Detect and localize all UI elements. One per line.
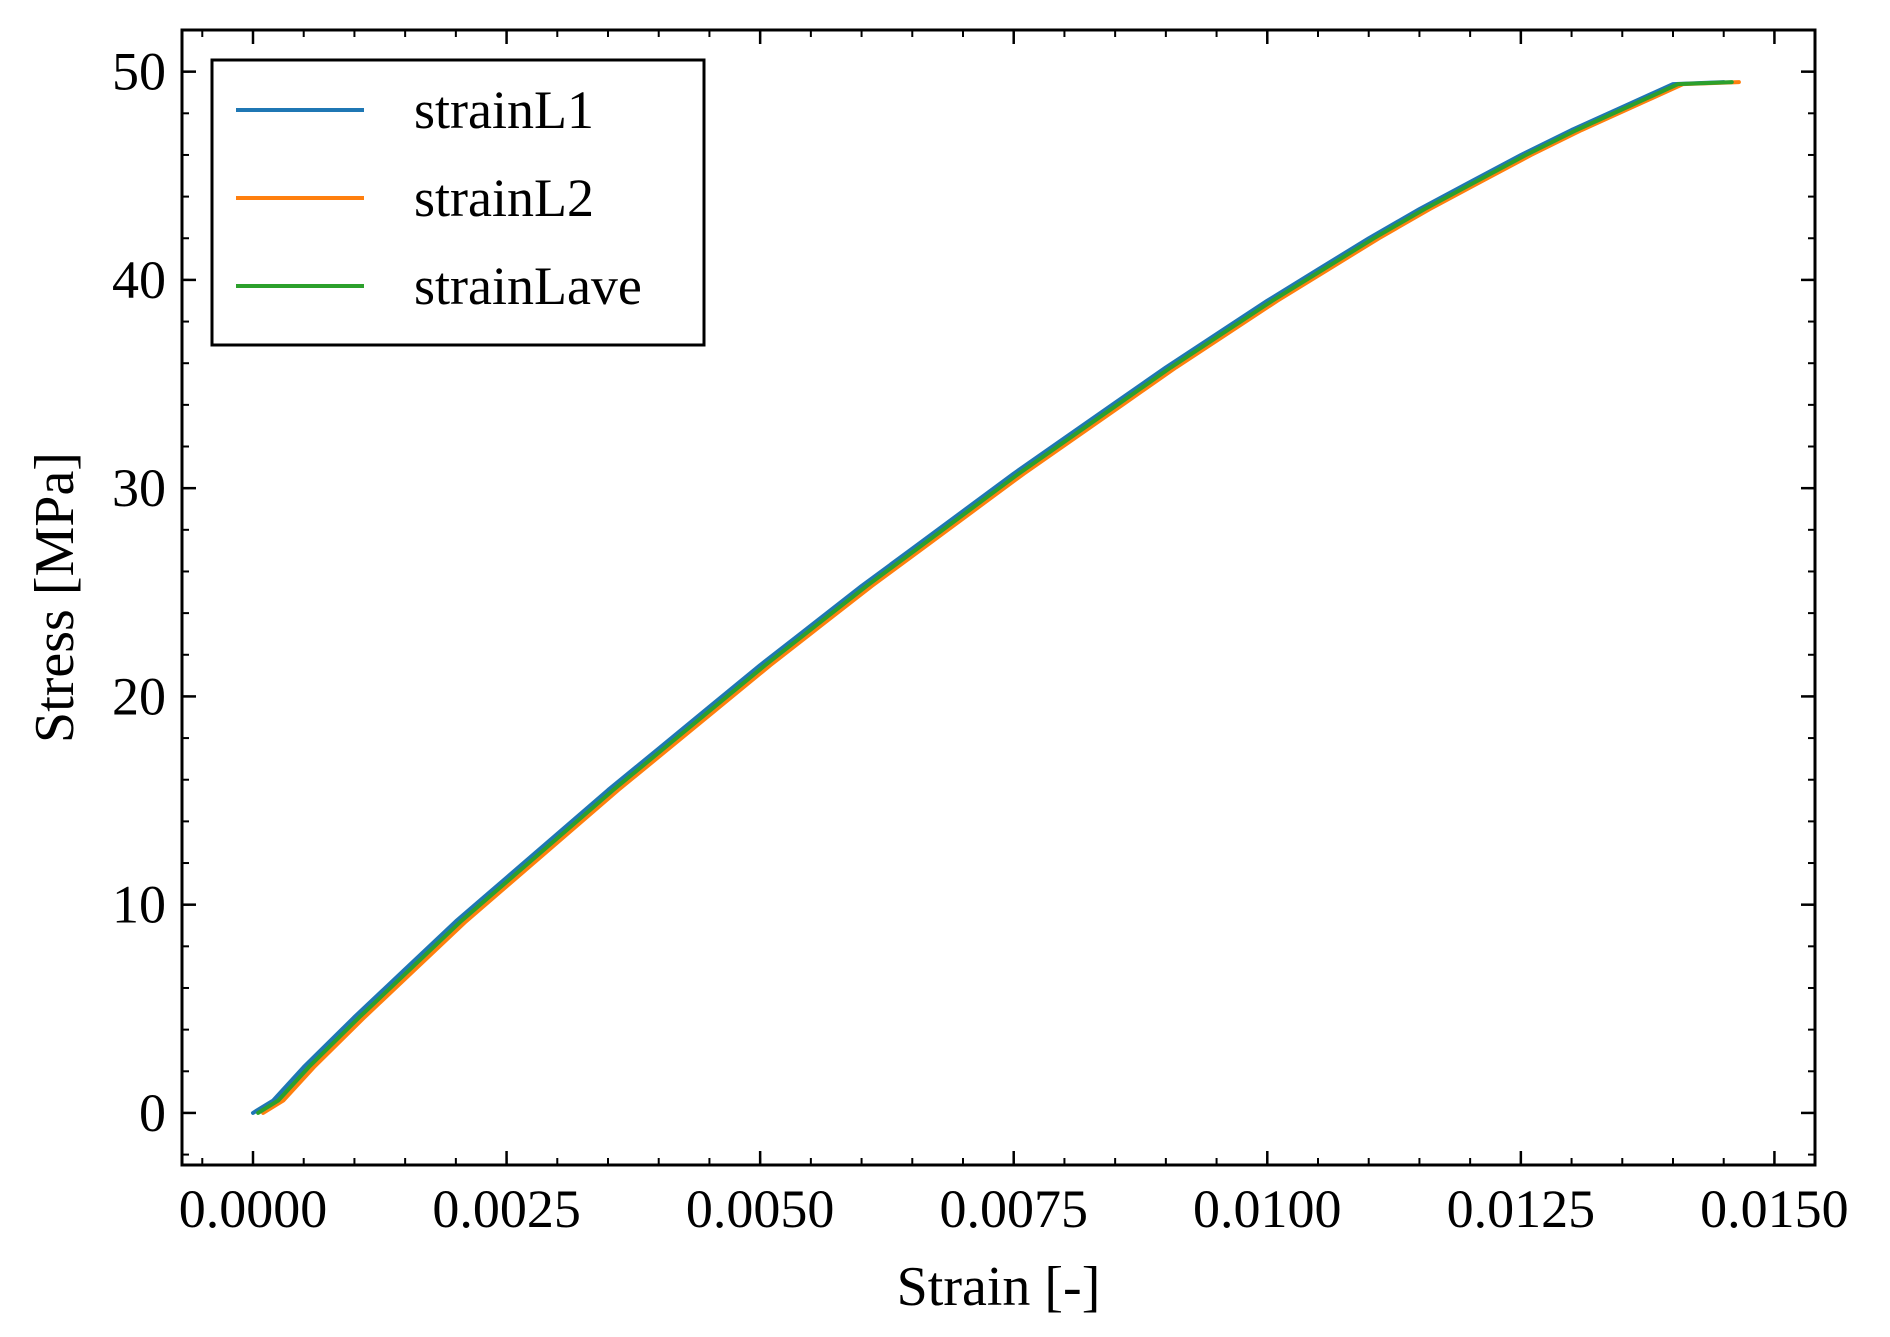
x-tick-label: 0.0000 xyxy=(179,1179,328,1239)
series-line-strainL1 xyxy=(251,80,1726,1115)
legend-label-strainLave: strainLave xyxy=(414,256,642,316)
x-tick-label: 0.0125 xyxy=(1447,1179,1596,1239)
y-tick-label: 10 xyxy=(112,875,166,935)
legend-box xyxy=(210,58,706,347)
legend-label-strainL1: strainL1 xyxy=(414,80,594,140)
series-line-strainLave xyxy=(256,80,1734,1115)
y-tick-label: 20 xyxy=(112,666,166,726)
y-axis-label: Stress [MPa] xyxy=(24,452,86,743)
major-ticks xyxy=(182,30,1815,1165)
plot-frame xyxy=(180,28,1817,1167)
tick-labels: 0.0000 0.0025 0.0050 0.0075 0.0100 0.0125 0.01… xyxy=(112,42,1849,1239)
x-tick-label: 0.0150 xyxy=(1700,1179,1849,1239)
x-tick-label: 0.0050 xyxy=(686,1179,835,1239)
y-tick-label: 40 xyxy=(112,250,166,310)
x-axis-label: Strain [-] xyxy=(897,1256,1101,1318)
x-tick-label: 0.0100 xyxy=(1193,1179,1342,1239)
x-tick-label: 0.0075 xyxy=(939,1179,1088,1239)
x-tick-label: 0.0025 xyxy=(432,1179,581,1239)
series-layer xyxy=(251,80,1741,1115)
y-tick-label: 0 xyxy=(139,1083,166,1143)
legend: strainL1 strainL2 strainLave xyxy=(210,58,706,347)
y-tick-label: 30 xyxy=(112,458,166,518)
legend-label-strainL2: strainL2 xyxy=(414,168,594,228)
series-line-strainL2 xyxy=(261,80,1741,1115)
y-tick-label: 50 xyxy=(112,42,166,102)
